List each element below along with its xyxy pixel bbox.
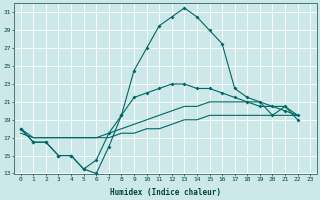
X-axis label: Humidex (Indice chaleur): Humidex (Indice chaleur) xyxy=(110,188,221,197)
